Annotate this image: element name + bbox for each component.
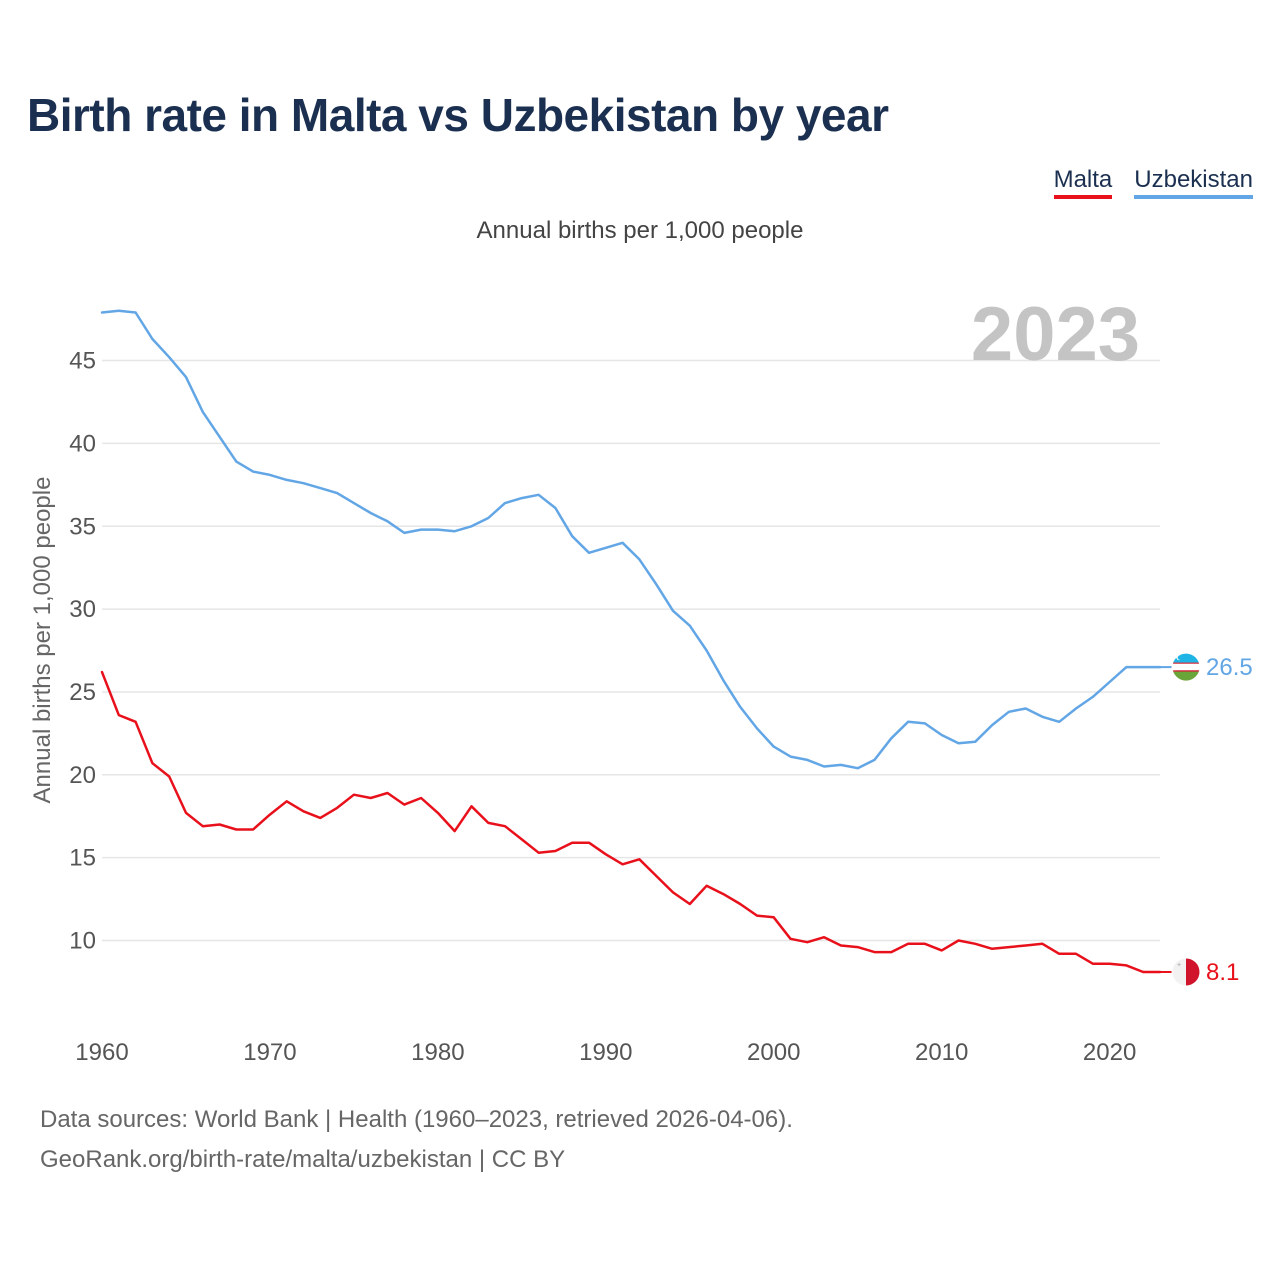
y-tick-label: 25 [69, 679, 96, 706]
x-tick-label: 1960 [75, 1039, 128, 1066]
x-tick-label: 2000 [747, 1039, 800, 1066]
x-tick-label: 2010 [915, 1039, 968, 1066]
footer-credit: GeoRank.org/birth-rate/malta/uzbekistan … [40, 1146, 566, 1173]
legend-item-malta[interactable]: Malta [1053, 166, 1113, 199]
y-tick-label: 45 [69, 348, 96, 375]
endpoint-value-malta: 8.1 [1206, 959, 1239, 986]
x-tick-label: 1980 [411, 1039, 464, 1066]
chart-subtitle: Annual births per 1,000 people [476, 217, 804, 244]
chart-title: Birth rate in Malta vs Uzbekistan by yea… [27, 89, 889, 141]
x-tick-label: 1970 [243, 1039, 296, 1066]
y-tick-label: 10 [69, 928, 96, 955]
legend: Malta Uzbekistan [1053, 166, 1253, 199]
y-tick-label: 20 [69, 762, 96, 789]
y-tick-label: 15 [69, 845, 96, 872]
x-tick-label: 2020 [1083, 1039, 1136, 1066]
uzbekistan-flag-icon [1171, 652, 1201, 682]
year-watermark: 2023 [971, 292, 1140, 377]
series-line-malta[interactable] [100, 670, 1162, 974]
x-tick-label: 1990 [579, 1039, 632, 1066]
malta-flag-icon: + [1171, 957, 1201, 987]
legend-item-uzbekistan[interactable]: Uzbekistan [1134, 166, 1253, 199]
footer-source: Data sources: World Bank | Health (1960–… [40, 1106, 793, 1133]
y-tick-label: 35 [69, 513, 96, 540]
y-tick-label: 40 [69, 430, 96, 457]
y-axis-label: Annual births per 1,000 people [29, 477, 56, 804]
series-line-uzbekistan[interactable] [100, 309, 1162, 770]
endpoint-value-uzbekistan: 26.5 [1206, 654, 1253, 681]
svg-text:+: + [1177, 962, 1181, 969]
y-tick-label: 30 [69, 596, 96, 623]
